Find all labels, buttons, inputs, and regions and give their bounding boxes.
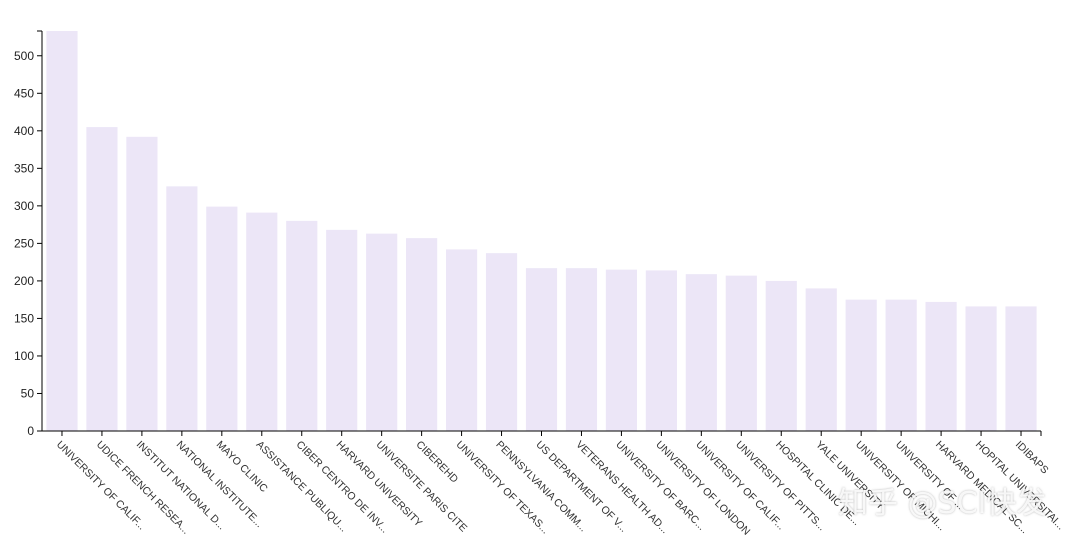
bar-22 <box>885 299 917 431</box>
bar-23 <box>925 301 957 431</box>
bar-18 <box>725 275 757 431</box>
y-tick-label-350: 350 <box>14 161 34 175</box>
x-tick-label-25: IDIBAPS <box>1013 439 1051 477</box>
bar-10 <box>406 238 438 431</box>
y-tick-label-300: 300 <box>14 199 34 213</box>
y-tick-label-150: 150 <box>14 311 34 325</box>
bar-20 <box>805 288 837 431</box>
y-tick-label-100: 100 <box>14 349 34 363</box>
bar-19 <box>765 280 797 431</box>
bars-group <box>46 31 1037 431</box>
y-tick-label-200: 200 <box>14 274 34 288</box>
bar-5 <box>206 206 238 431</box>
y-tick-label-0: 0 <box>27 424 34 438</box>
y-axis: 0 50 100 150 200 250 300 350 400 450 500 <box>14 30 43 438</box>
bar-15 <box>605 269 638 431</box>
y-tick-label-400: 400 <box>14 124 34 138</box>
bar-3 <box>126 136 158 431</box>
bar-2 <box>86 127 118 431</box>
y-tick-label-500: 500 <box>14 49 34 63</box>
bar-11 <box>446 249 478 431</box>
bar-1 <box>46 31 78 431</box>
y-tick-label-450: 450 <box>14 86 34 100</box>
bar-25 <box>1005 306 1037 431</box>
bar-4 <box>166 186 198 431</box>
bar-6 <box>246 212 278 431</box>
bar-12 <box>485 253 518 431</box>
bar-7 <box>286 220 318 431</box>
y-tick-label-50: 50 <box>21 386 35 400</box>
bar-24 <box>965 306 997 431</box>
bar-21 <box>845 299 877 431</box>
y-tick-label-250: 250 <box>14 236 34 250</box>
bar-13 <box>525 268 558 431</box>
bar-9 <box>366 233 398 431</box>
bar-17 <box>685 274 717 431</box>
bar-14 <box>565 268 598 431</box>
watermark: 知乎 @SCI快发 <box>838 486 1047 521</box>
bar-8 <box>326 229 358 431</box>
bar-16 <box>645 270 677 431</box>
